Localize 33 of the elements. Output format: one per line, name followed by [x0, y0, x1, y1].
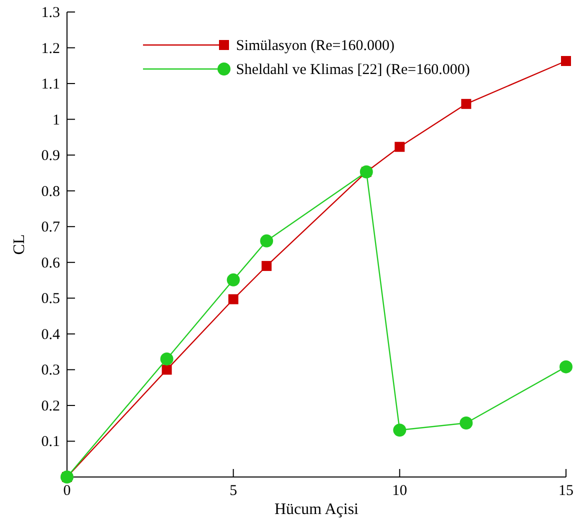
- x-tick-label: 10: [392, 483, 408, 499]
- y-tick-label: 1.3: [41, 5, 60, 21]
- y-axis-title: CL: [11, 234, 28, 255]
- y-tick-label: 0.3: [41, 362, 60, 379]
- x-tick-label: 0: [63, 483, 71, 499]
- point: [394, 142, 405, 152]
- y-tick-label: 0.9: [41, 148, 60, 164]
- point: [560, 360, 572, 374]
- point: [226, 273, 240, 286]
- y-tick-label: 1: [52, 112, 60, 128]
- point: [262, 260, 272, 271]
- y-tick-label: 0.4: [41, 326, 60, 343]
- y-tick-label: 0.8: [41, 184, 60, 200]
- legend-label: Sheldahl ve Klimas [22] (Re=160.000): [236, 62, 470, 78]
- point: [461, 98, 472, 109]
- point: [460, 416, 473, 430]
- point: [162, 364, 172, 375]
- point: [160, 352, 174, 366]
- point: [561, 56, 571, 66]
- y-tick-label: 0.5: [41, 291, 60, 308]
- y-tick-label: 0.2: [41, 398, 60, 414]
- y-tick-label: 1.2: [41, 40, 60, 57]
- legend-label: Simülasyon (Re=160.000): [236, 38, 394, 54]
- y-tick-label: 0.6: [41, 255, 60, 272]
- y-tick-label: 1.1: [41, 76, 60, 93]
- point: [393, 424, 406, 437]
- y-tick-label: 0.1: [41, 434, 60, 450]
- x-tick-label: 5: [230, 483, 238, 499]
- x-tick-label: 15: [558, 483, 574, 499]
- x-axis-title: Hücum Açisi: [274, 501, 360, 518]
- point: [228, 294, 238, 304]
- point: [260, 234, 274, 248]
- y-tick-label: 0.7: [41, 220, 60, 236]
